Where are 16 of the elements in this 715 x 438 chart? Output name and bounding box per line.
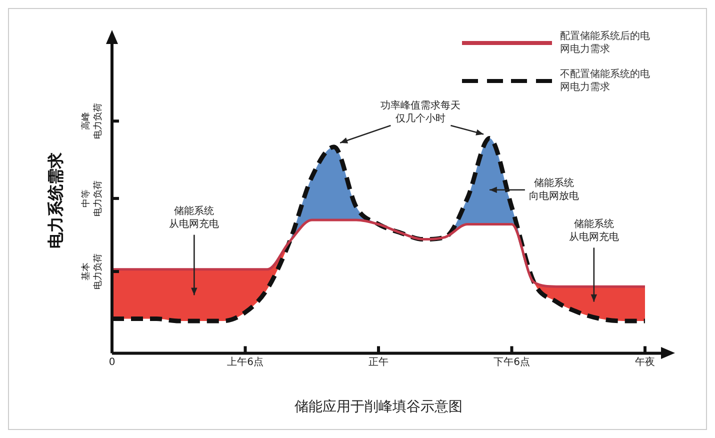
text: 功率峰值需求每天仅几个小时 xyxy=(380,100,461,125)
x-tick-label: 0 xyxy=(108,356,116,368)
x-tick-label: 正午 xyxy=(368,356,388,368)
text: 高峰电力负荷 xyxy=(80,103,104,140)
text: 储能应用于削峰填谷示意图 xyxy=(294,399,462,416)
annotation: 储能系统从电网充电 xyxy=(169,204,220,230)
annotation: 储能系统从电网充电 xyxy=(568,218,619,243)
text: 基本电力负荷 xyxy=(80,254,104,290)
x-tick-label: 午夜 xyxy=(635,356,655,368)
x-tick-label: 上午6点 xyxy=(227,356,264,368)
x-tick-label: 下午6点 xyxy=(494,356,530,368)
legend-label: 配置储能系统后的电网电力需求 xyxy=(560,30,651,56)
annotation: 储能系统向电网放电 xyxy=(528,176,579,202)
y-axis-title: 电力系统需求 xyxy=(46,152,66,249)
legend-label: 不配置储能系统的电网电力需求 xyxy=(560,68,651,94)
text: 中等电力负荷 xyxy=(80,180,104,216)
